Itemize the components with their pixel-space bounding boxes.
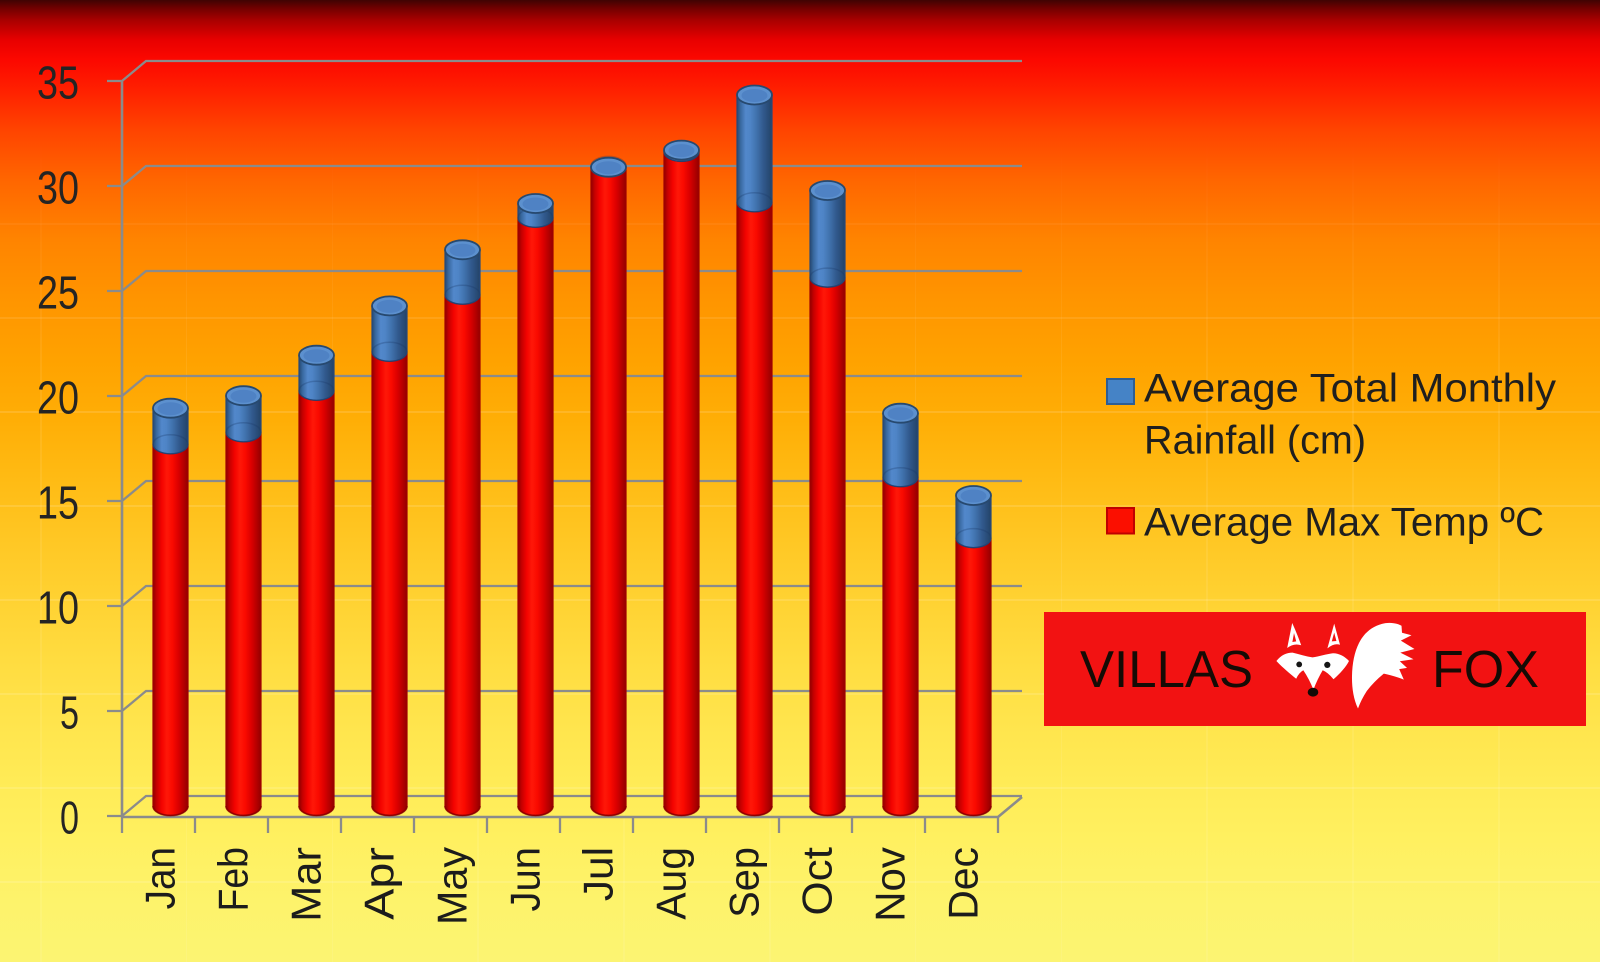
svg-text:Oct: Oct [794, 847, 841, 916]
svg-text:Mar: Mar [283, 847, 330, 922]
svg-text:May: May [429, 847, 476, 925]
svg-text:Dec: Dec [940, 847, 987, 920]
svg-text:VILLAS: VILLAS [1080, 641, 1253, 699]
svg-text:10: 10 [37, 581, 79, 633]
svg-text:Apr: Apr [356, 847, 403, 920]
svg-text:Rainfall (cm): Rainfall (cm) [1144, 419, 1366, 463]
svg-text:Nov: Nov [867, 847, 914, 922]
svg-text:30: 30 [37, 161, 79, 213]
svg-text:20: 20 [37, 371, 79, 423]
svg-text:0: 0 [60, 791, 79, 843]
svg-text:25: 25 [37, 266, 79, 318]
svg-text:FOX: FOX [1432, 641, 1539, 699]
svg-text:Jun: Jun [502, 847, 549, 912]
svg-text:Average Total Monthly: Average Total Monthly [1144, 367, 1556, 411]
svg-text:Aug: Aug [648, 847, 695, 920]
svg-text:Sep: Sep [721, 847, 768, 918]
svg-text:Jul: Jul [575, 847, 622, 901]
svg-text:Feb: Feb [210, 847, 257, 912]
svg-text:5: 5 [60, 686, 79, 738]
svg-text:Jan: Jan [137, 847, 184, 909]
svg-text:15: 15 [37, 476, 79, 528]
svg-text:35: 35 [37, 56, 79, 108]
svg-text:Average Max Temp ºC: Average Max Temp ºC [1144, 501, 1544, 545]
